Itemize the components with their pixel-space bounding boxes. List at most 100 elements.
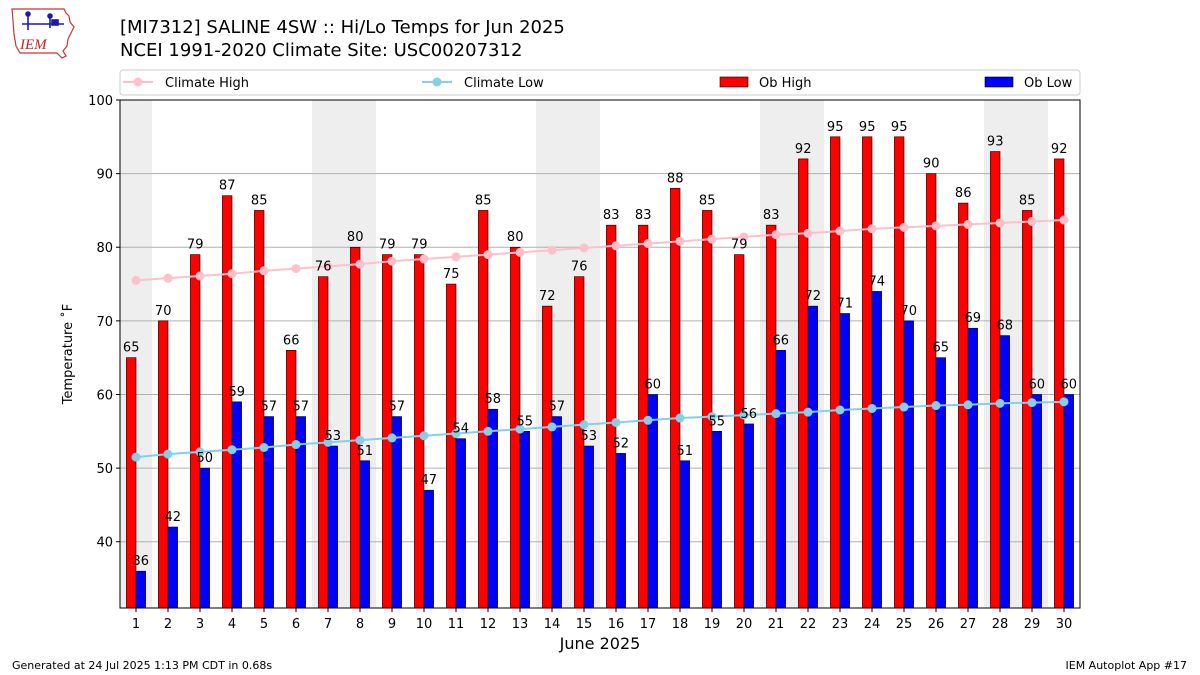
climate-low-point	[355, 435, 365, 445]
y-tick-label: 100	[88, 94, 113, 109]
x-tick-label: 18	[672, 617, 689, 632]
climate-high-point	[227, 269, 237, 279]
ob-high-value-label: 93	[987, 135, 1004, 150]
climate-high-point	[1027, 216, 1037, 226]
ob-high-value-label: 80	[507, 230, 524, 245]
ob-low-value-label: 60	[1061, 377, 1078, 392]
climate-low-point	[579, 420, 589, 430]
ob-low-value-label: 51	[677, 444, 694, 459]
climate-high-point	[963, 219, 973, 229]
ob-high-value-label: 85	[251, 193, 268, 208]
climate-low-point	[1059, 397, 1069, 407]
ob-low-value-label: 68	[997, 319, 1014, 334]
climate-high-point	[611, 241, 621, 251]
ob-low-value-label: 53	[325, 429, 342, 444]
climate-low-point	[995, 398, 1005, 408]
ob-low-value-label: 52	[613, 436, 630, 451]
x-tick-label: 11	[448, 617, 465, 632]
climate-high-point	[163, 273, 173, 283]
climate-low-point	[451, 429, 461, 439]
climate-high-point	[931, 221, 941, 231]
ob-high-value-label: 79	[379, 238, 396, 253]
ob-low-bar	[839, 313, 850, 609]
climate-high-legend-marker	[133, 77, 143, 87]
ob-high-bar	[414, 254, 425, 609]
legend-box	[119, 69, 1081, 96]
ob-low-value-label: 69	[965, 311, 982, 326]
ob-high-value-label: 86	[955, 186, 972, 201]
climate-high-point	[579, 243, 589, 253]
ob-high-bar	[286, 350, 297, 609]
iem-logo: IEM	[11, 8, 75, 59]
climate-high-point	[195, 271, 205, 281]
climate-low-point	[611, 417, 621, 427]
x-tick-label: 19	[704, 617, 721, 632]
x-tick-label: 8	[356, 617, 364, 632]
ob-high-value-label: 85	[1019, 193, 1036, 208]
x-axis-label: June 2025	[559, 634, 641, 653]
ob-low-value-label: 51	[357, 444, 374, 459]
ob-high-value-label: 95	[891, 120, 908, 135]
logo-text: IEM	[19, 37, 48, 53]
climate-high-point	[515, 247, 525, 257]
ob-low-bar	[807, 305, 818, 609]
ob-low-bar	[679, 460, 690, 609]
ob-low-value-label: 57	[293, 400, 310, 415]
ob-low-value-label: 42	[165, 510, 182, 525]
ob-high-value-label: 88	[667, 171, 684, 186]
ob-high-value-label: 75	[443, 267, 460, 282]
x-tick-label: 6	[292, 617, 300, 632]
climate-high-point	[323, 261, 333, 271]
x-tick-label: 22	[800, 617, 817, 632]
ob-low-value-label: 74	[869, 274, 886, 289]
weather-station-icon	[22, 11, 64, 30]
climate-high-point	[803, 228, 813, 238]
ob-high-value-label: 79	[411, 238, 428, 253]
ob-low-bar	[935, 357, 946, 609]
x-tick-label: 25	[896, 617, 913, 632]
x-tick-label: 21	[768, 617, 785, 632]
ob-high-bar	[734, 254, 745, 609]
ob-low-legend-label: Ob Low	[1024, 76, 1073, 91]
ob-high-value-label: 72	[539, 289, 556, 304]
ob-high-bar	[126, 357, 137, 609]
ob-high-value-label: 70	[155, 304, 172, 319]
ob-low-bar	[967, 327, 978, 609]
ob-low-bar	[647, 394, 658, 609]
ob-high-value-label: 79	[731, 238, 748, 253]
climate-high-point	[419, 254, 429, 264]
ob-low-value-label: 59	[229, 385, 246, 400]
climate-low-point	[899, 402, 909, 412]
ob-low-value-label: 56	[741, 407, 758, 422]
ob-low-bar	[583, 445, 594, 609]
ob-high-bar	[798, 158, 809, 609]
ob-high-legend-swatch	[719, 76, 749, 88]
climate-high-point	[835, 226, 845, 236]
ob-high-bar	[478, 210, 489, 609]
y-tick-label: 80	[96, 241, 113, 256]
climate-low-point	[227, 445, 237, 455]
ob-low-bar	[775, 350, 786, 609]
ob-high-bar	[446, 283, 457, 609]
ob-high-value-label: 92	[795, 142, 812, 157]
y-axis-label: Temperature ˚F	[60, 304, 76, 405]
x-tick-label: 5	[260, 617, 268, 632]
ob-high-bar	[222, 195, 233, 609]
climate-high-point	[995, 218, 1005, 228]
climate-low-point	[163, 449, 173, 459]
ob-low-value-label: 55	[709, 414, 726, 429]
ob-high-value-label: 76	[571, 260, 588, 275]
ob-low-bar	[551, 416, 562, 609]
x-tick-label: 16	[608, 617, 625, 632]
climate-high-legend-label: Climate High	[165, 76, 249, 91]
x-tick-label: 7	[324, 617, 332, 632]
ob-low-bar	[199, 467, 210, 609]
y-tick-label: 60	[96, 388, 113, 403]
x-tick-label: 23	[832, 617, 849, 632]
ob-high-value-label: 65	[123, 341, 140, 356]
ob-high-value-label: 80	[347, 230, 364, 245]
climate-high-point	[259, 266, 269, 276]
ob-low-bar	[135, 570, 146, 609]
climate-high-point	[707, 234, 717, 244]
climate-low-point	[835, 405, 845, 415]
